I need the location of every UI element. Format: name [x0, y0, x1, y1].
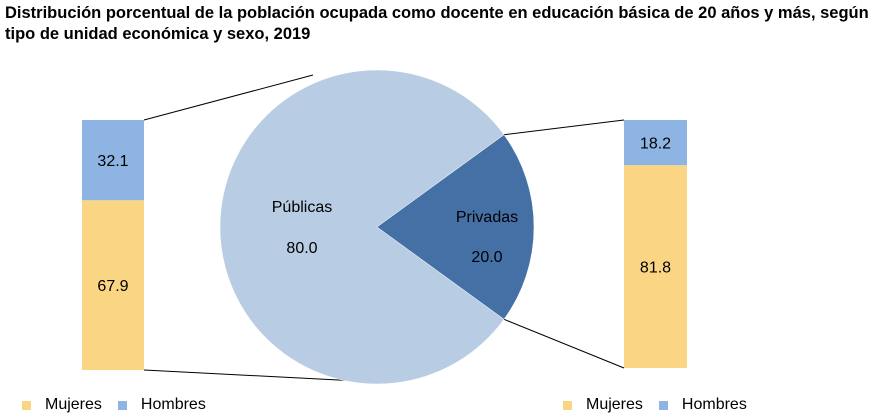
bar-label-privadas-hombres: 18.2 [640, 136, 671, 153]
legend-swatch-mujeres [22, 400, 31, 410]
pie-chart: Públicas 80.0 Privadas 20.0 [219, 69, 535, 385]
legend-label-mujeres: Mujeres [586, 396, 643, 413]
connector-lines [143, 74, 625, 383]
bar-label-publicas-hombres: 32.1 [97, 153, 128, 170]
connector-line [143, 74, 314, 121]
bar-segment-privadas-hombres [624, 120, 687, 166]
pie-label-publicas: Públicas [272, 199, 332, 216]
legend-swatch-hombres [117, 400, 127, 410]
pie-value-privadas: 20.0 [471, 249, 502, 266]
pie-label-privadas: Privadas [456, 209, 518, 226]
bar-segment-publicas-mujeres [82, 200, 144, 370]
bar-segment-privadas-mujeres [624, 165, 687, 368]
legend-label-hombres: Hombres [140, 396, 206, 413]
connector-line [503, 119, 625, 136]
pie-slice-publicas [219, 69, 505, 385]
bar-label-privadas-mujeres: 81.8 [640, 260, 671, 277]
connector-line [143, 369, 378, 383]
legend-left: Mujeres Hombres [22, 396, 222, 414]
pie-value-publicas: 80.0 [286, 240, 317, 257]
legend-swatch-mujeres [563, 400, 572, 410]
legend-swatch-hombres [658, 400, 668, 410]
chart-title: Distribución porcentual de la población … [5, 4, 869, 43]
legend-right: Mujeres Hombres [563, 396, 763, 414]
legend-label-hombres: Hombres [681, 396, 747, 413]
stacked-bars: 67.9 32.1 81.8 18.2 [82, 120, 687, 370]
bar-segment-publicas-hombres [82, 120, 144, 201]
pie-slice-privadas [376, 134, 535, 320]
connector-line [503, 318, 625, 369]
legend-label-mujeres: Mujeres [45, 396, 102, 413]
bar-label-publicas-mujeres: 67.9 [97, 278, 128, 295]
